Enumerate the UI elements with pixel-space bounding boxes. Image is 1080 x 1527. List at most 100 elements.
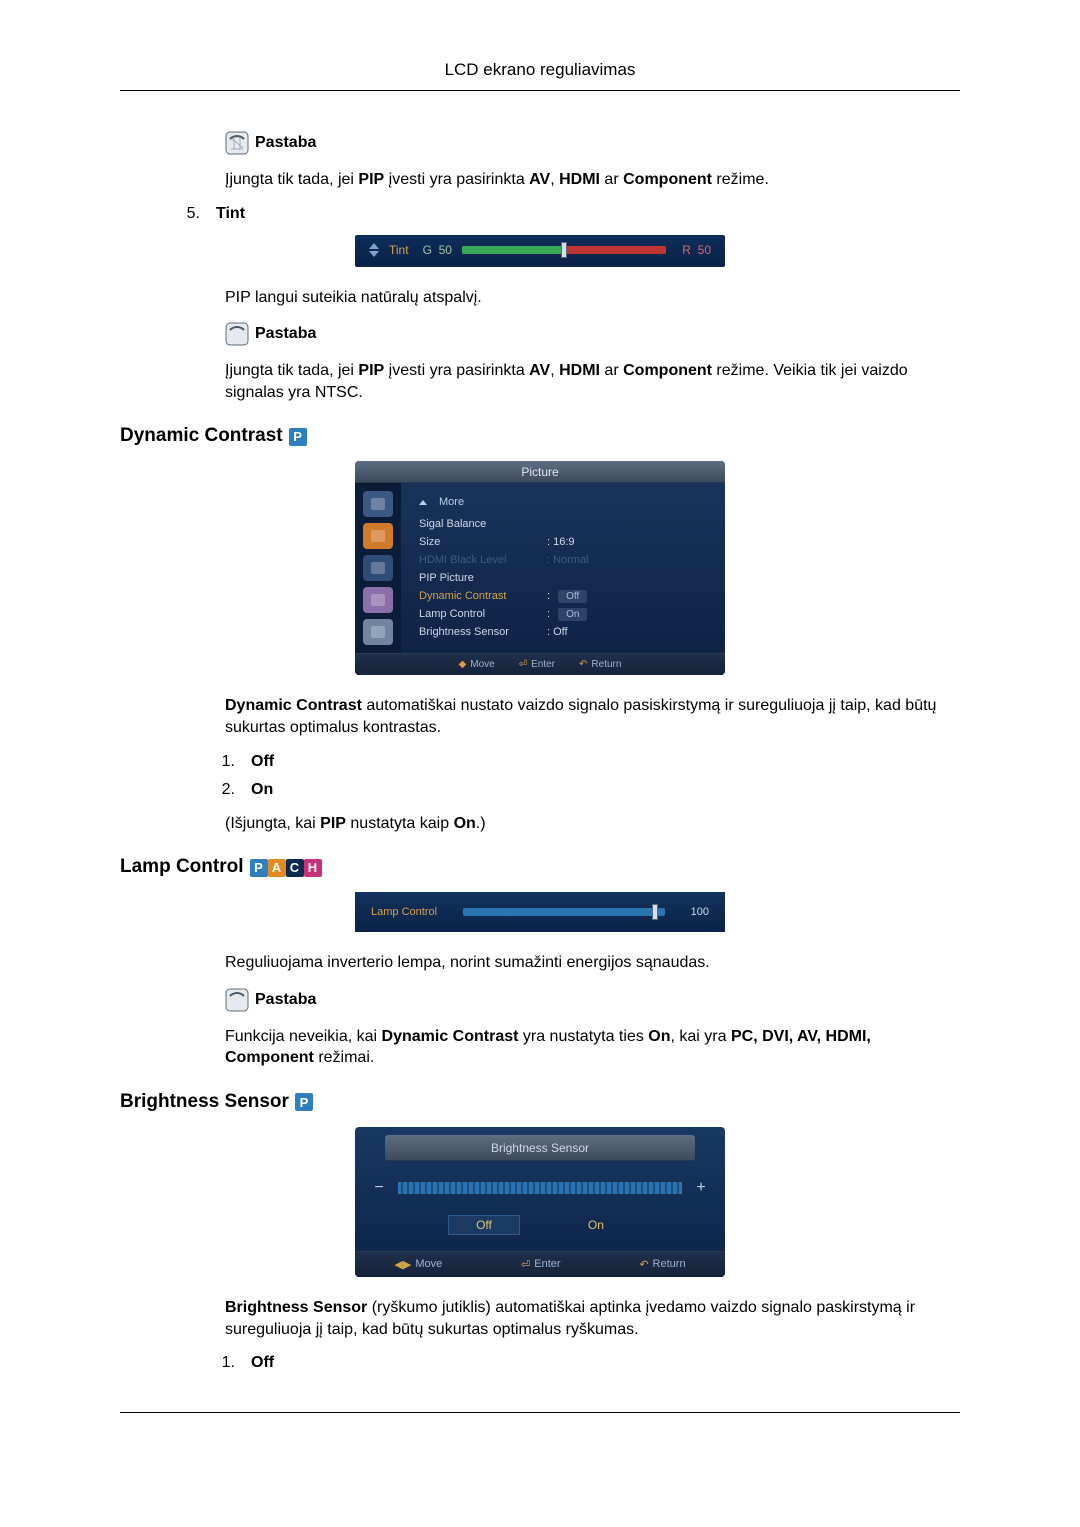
note-text-2: Įjungta tik tada, jei PIP įvesti yra pas… [225,360,960,403]
heading-dynamic-contrast: Dynamic Contrast P [120,425,960,447]
dc-post: (Išjungta, kai PIP nustatyta kaip On.) [225,813,960,835]
footer-rule [120,1412,960,1413]
note-icon [225,988,249,1012]
list-item: 1.Off [225,1354,960,1372]
list-text: Off [251,753,274,771]
t: režimai. [314,1049,374,1066]
t: Enter [534,1258,560,1270]
b: On [648,1028,670,1045]
heading-lamp-control: Lamp Control PACH [120,856,960,878]
note-label: Pastaba [255,325,316,343]
t: Įjungta tik tada, jei [225,362,358,379]
page-header-title: LCD ekrano reguliavimas [120,60,960,91]
t: yra nustatyta ties [518,1028,648,1045]
note-row: Pastaba [225,131,960,155]
osd-sidebar [355,483,401,653]
bs-footer: ◀▶ Move ⏎ Enter ↶ Return [355,1251,725,1277]
lamp-label: Lamp Control [371,906,449,918]
b: AV [529,362,550,379]
b: PIP [320,815,346,832]
mode-badge-c: C [286,859,304,877]
note-row: Pastaba [225,322,960,346]
arrow-up-icon [419,500,427,505]
bs-option-on: On [560,1215,632,1235]
brightness-sensor-figure: Brightness Sensor − + Off On ◀▶ Move ⏎ E… [355,1127,725,1277]
bs-bar-row: − + [355,1161,725,1209]
tint-label: Tint [389,243,409,257]
osd-more: More [419,493,713,511]
list-item: 1.Off [225,753,960,771]
t: , kai yra [671,1028,731,1045]
osd-row-label: PIP Picture [419,572,539,584]
t: G [423,243,432,257]
b: Component [623,362,712,379]
mode-badge-p: P [289,428,307,446]
t: nustatyta kaip [346,815,454,832]
osd-row-label: Dynamic Contrast [419,590,539,602]
t: Įjungta tik tada, jei [225,171,358,188]
t: Funkcija neveikia, kai [225,1028,382,1045]
bs-footer-enter: ⏎ Enter [521,1258,561,1271]
dc-desc: Dynamic Contrast automatiškai nustato va… [225,695,960,738]
bs-track [397,1181,683,1195]
mode-badge-h: H [304,859,322,877]
lamp-thumb [652,904,658,920]
osd-row-label: Lamp Control [419,608,539,620]
plus-icon: + [693,1179,709,1197]
bs-options: Off On [355,1209,725,1251]
b: HDMI [559,171,600,188]
bs-title: Brightness Sensor [385,1135,695,1161]
arrow-down-icon [369,251,379,257]
heading-brightness-sensor: Brightness Sensor P [120,1091,960,1113]
mode-badge-p: P [295,1093,313,1111]
note-text-1: Įjungta tik tada, jei PIP įvesti yra pas… [225,169,960,191]
heading-text: Lamp Control [120,856,244,878]
lamp-note: Funkcija neveikia, kai Dynamic Contrast … [225,1026,960,1069]
tint-thumb [561,242,567,258]
t: ar [600,362,623,379]
t: .) [476,815,486,832]
osd-sidebar-icon [363,555,393,581]
osd-row: Brightness Sensor: Off [419,623,713,641]
osd-main: More Sigal BalanceSize: 16:9HDMI Black L… [401,483,725,653]
minus-icon: − [371,1179,387,1197]
lamp-value: 100 [679,906,709,918]
t: režime. [712,171,769,188]
osd-footer-enter: ⏎ Enter [519,659,555,670]
t: (Išjungta, kai [225,815,320,832]
arrow-up-icon [369,243,379,249]
tint-desc: PIP langui suteikia natūralų atspalvį. [225,287,960,309]
tint-arrows [369,243,379,257]
list-item: 2.On [225,781,960,799]
osd-row-label: Sigal Balance [419,518,539,530]
osd-sidebar-icon [363,523,393,549]
list-num-5: 5. [180,205,200,223]
b: Component [623,171,712,188]
b: AV [529,171,550,188]
picture-osd-figure: Picture More Sigal BalanceSize: 16:9HDMI… [355,461,725,675]
bs-footer-move: ◀▶ Move [394,1258,442,1271]
t: Enter [531,659,555,670]
t: Return [653,1258,686,1270]
bs-desc: Brightness Sensor (ryškumo jutiklis) aut… [225,1297,960,1340]
osd-row: Sigal Balance [419,515,713,533]
note-label: Pastaba [255,991,316,1009]
t: įvesti yra pasirinkta [384,171,529,188]
note-row: Pastaba [225,988,960,1012]
t: ar [600,171,623,188]
heading-text: Dynamic Contrast [120,425,283,447]
bs-option-off: Off [448,1215,520,1235]
lamp-track [463,908,665,916]
list-text: Off [251,1354,274,1372]
t: 50 [698,243,711,257]
t: įvesti yra pasirinkta [384,362,529,379]
t: Return [591,659,621,670]
osd-sidebar-icon [363,587,393,613]
osd-sidebar-icon [363,491,393,517]
t: R [682,243,691,257]
note-icon [225,131,249,155]
osd-row-label: Brightness Sensor [419,626,539,638]
t: Move [470,659,494,670]
t: More [439,496,464,508]
b: Dynamic Contrast [225,697,362,714]
